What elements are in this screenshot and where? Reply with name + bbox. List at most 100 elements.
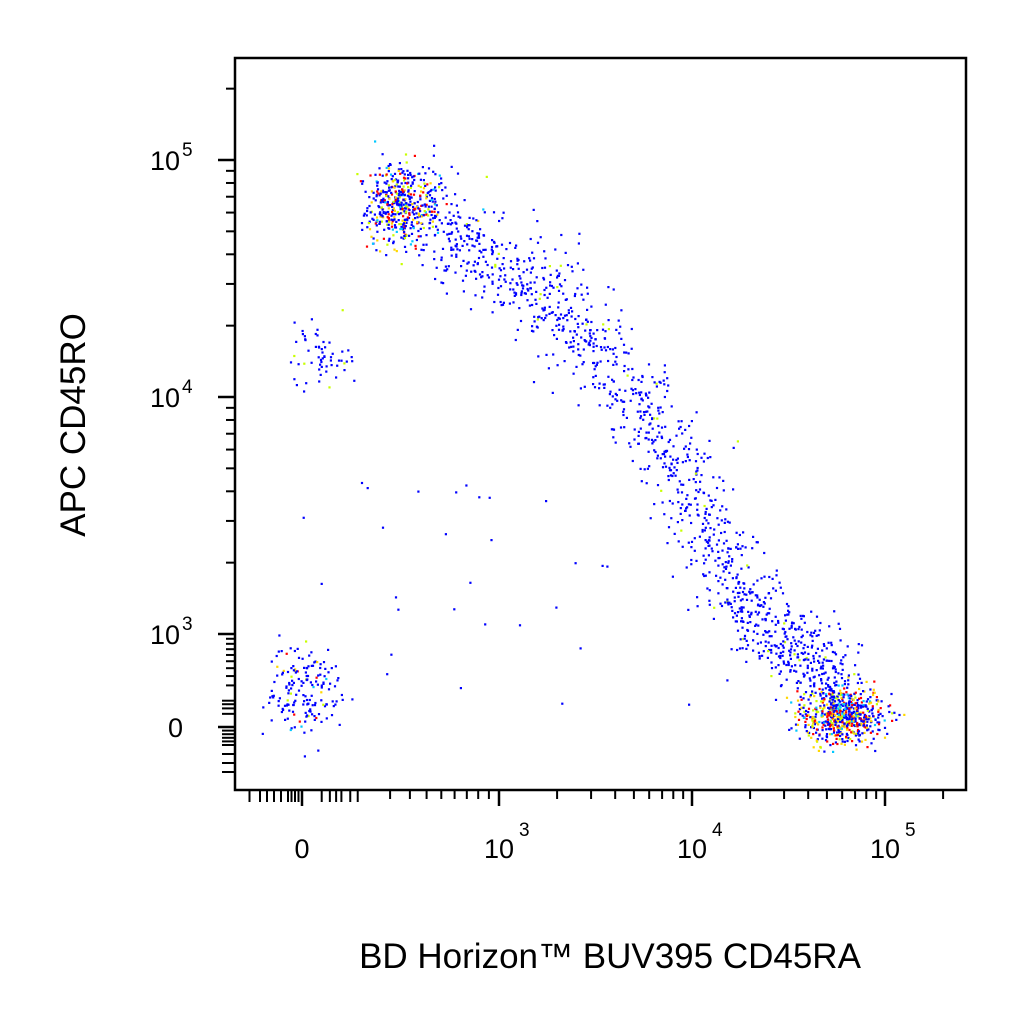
data-point [842,714,846,717]
data-point [540,317,543,320]
data-point [750,599,753,602]
data-point [741,626,744,629]
data-point [722,542,726,545]
data-point [472,217,475,220]
data-point [785,696,789,699]
data-point [365,214,368,217]
data-point [767,641,770,644]
data-point [589,339,592,342]
data-point [482,208,485,211]
data-point [282,708,285,712]
data-point [871,705,874,708]
data-point [431,220,434,223]
data-point [393,248,396,251]
data-point [850,702,853,705]
data-point [418,208,421,211]
data-point [797,680,800,683]
data-point [434,189,437,192]
data-point [786,613,789,616]
data-point [552,353,555,356]
data-point [854,717,857,720]
data-point [328,341,331,344]
data-point [805,730,808,733]
data-point [649,517,652,520]
data-point [360,222,364,225]
data-point [459,235,462,238]
data-point [629,445,632,448]
data-point [513,291,516,294]
data-point [368,196,371,199]
data-point [703,452,706,455]
data-point [374,140,377,143]
data-point [450,246,453,249]
data-point [841,712,844,715]
data-point [406,206,409,209]
data-point [836,707,840,710]
data-point [318,346,321,349]
data-point [838,627,842,630]
data-point [750,611,753,614]
data-point [472,264,475,267]
data-point [268,701,271,704]
data-point [498,267,501,270]
data-point [812,657,815,660]
data-point [393,209,396,212]
data-point [785,710,788,713]
data-point [582,268,585,271]
data-point [402,222,406,225]
data-point [639,415,643,418]
data-point [823,704,826,707]
data-point [588,344,591,347]
data-point [809,661,812,664]
data-point [774,615,777,618]
data-point [673,466,676,469]
data-point [876,732,879,736]
data-point [432,188,435,191]
data-point [784,619,787,622]
data-point [626,374,629,377]
data-point [821,726,824,729]
data-point [832,750,835,753]
data-point [793,639,796,642]
data-point [409,186,412,189]
data-point [676,457,679,460]
data-point [732,590,735,593]
data-point [847,710,850,713]
data-point [374,199,377,202]
data-point [762,633,765,636]
data-point [903,713,906,716]
data-point [417,221,420,224]
data-point [668,469,672,472]
data-point [399,201,402,204]
data-point [467,235,470,238]
data-point [819,706,822,709]
data-point [429,182,432,185]
data-point [402,203,405,206]
data-point [624,389,627,392]
data-point [846,739,849,743]
data-point [289,728,292,732]
data-point [512,268,515,271]
data-point [854,744,858,747]
data-point [841,710,844,713]
data-point [320,720,323,723]
data-point [789,670,792,673]
data-point [752,639,755,642]
data-point [879,712,882,715]
data-point [704,547,707,550]
data-point [833,691,836,694]
data-point [445,194,448,197]
data-point [866,709,869,712]
data-point [779,586,782,589]
data-point [809,685,812,688]
data-point [380,199,384,202]
data-point [480,276,483,279]
data-point [589,335,592,338]
data-point [812,722,815,725]
data-point [372,191,375,194]
data-point [761,618,764,621]
data-point [859,693,862,696]
data-point [675,458,678,462]
data-point [394,213,397,216]
data-point [762,601,765,604]
